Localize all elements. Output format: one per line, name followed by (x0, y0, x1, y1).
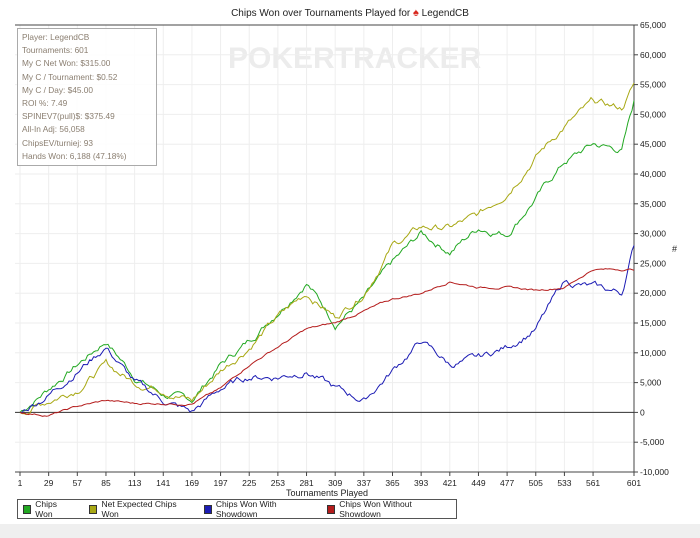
series-line-chips-won (19, 100, 635, 413)
legend-label: Chips Won With Showdown (215, 499, 277, 519)
legend-item-net-expected[interactable]: Net Expected Chips Won (89, 499, 186, 519)
legend-swatch (23, 504, 32, 514)
y-tick-label: -5,000 (640, 437, 664, 447)
stat-player: Player: LegendCB (22, 32, 90, 42)
y-tick-label: 65,000 (640, 20, 666, 30)
x-tick-label: 1 (18, 478, 23, 488)
chart-title-text: Chips Won over Tournaments Played for (231, 8, 411, 19)
x-tick-label: 421 (443, 478, 457, 488)
x-tick-label: 197 (213, 478, 227, 488)
x-tick-label: 141 (156, 478, 170, 488)
series-line-chips-won-without-showdown (19, 268, 635, 417)
x-tick-label: 225 (242, 478, 256, 488)
series-line-net-expected-chips-won (19, 82, 635, 416)
stats-box: Player: LegendCB Tournaments: 601 My C N… (17, 28, 157, 167)
player-name: LegendCB (421, 8, 469, 19)
x-tick-label: 281 (299, 478, 313, 488)
x-tick-label: 393 (414, 478, 428, 488)
legend-item-chips-won[interactable]: Chips Won (23, 499, 72, 519)
x-tick-label: 85 (101, 478, 111, 488)
chart-title: Chips Won over Tournaments Played for ♠ … (0, 7, 700, 19)
y-tick-label: 5,000 (640, 378, 662, 388)
x-tick-label: 365 (385, 478, 399, 488)
x-tick-label: 253 (271, 478, 285, 488)
x-tick-label: 601 (627, 478, 641, 488)
y-tick-label: -10,000 (640, 467, 669, 477)
stat-net-won: My C Net Won: $315.00 (22, 58, 111, 69)
legend-item-without-showdown[interactable]: Chips Won Without Showdown (326, 499, 444, 519)
y-tick-label: 40,000 (640, 169, 666, 179)
x-tick-label: 477 (500, 478, 514, 488)
stat-allin-adj: All-In Adj: 56,058 (22, 124, 85, 135)
x-tick-label: 57 (73, 478, 83, 488)
stat-hands-won: Hands Won: 6,188 (47.18%) (22, 150, 127, 161)
y-tick-label: 60,000 (640, 50, 666, 60)
x-tick-label: 533 (557, 478, 571, 488)
series-line-chips-won-with-showdown (19, 245, 635, 414)
x-tick-label: 337 (357, 478, 371, 488)
right-axis-label: # (672, 244, 678, 254)
x-tick-label: 505 (529, 478, 543, 488)
x-tick-label: 169 (185, 478, 199, 488)
legend-label: Chips Won (35, 499, 57, 519)
watermark-logo: POKERTRACKER (228, 42, 482, 75)
stat-per-tournament: My C / Tournament: $0.52 (22, 71, 118, 82)
y-tick-label: 20,000 (640, 288, 666, 298)
stat-tournaments: Tournaments: 601 (22, 45, 89, 56)
y-tick-label: 10,000 (640, 348, 666, 358)
y-tick-label: 45,000 (640, 139, 666, 149)
stat-chipsev: ChipsEV/turniej: 93 (22, 137, 94, 148)
y-tick-label: 25,000 (640, 258, 666, 268)
y-tick-label: 0 (640, 407, 645, 417)
legend-item-with-showdown[interactable]: Chips Won With Showdown (203, 499, 310, 519)
x-tick-label: 113 (128, 478, 142, 488)
stat-spinev: SPINEV7(pull)$: $375.49 (22, 111, 115, 122)
legend-swatch (89, 504, 98, 514)
y-tick-label: 35,000 (640, 199, 666, 209)
legend-swatch (203, 504, 212, 514)
y-tick-label: 30,000 (640, 229, 666, 239)
x-axis-label: Tournaments Played (286, 488, 368, 498)
x-tick-label: 561 (586, 478, 600, 488)
x-tick-label: 449 (471, 478, 485, 488)
x-tick-label: 309 (328, 478, 342, 488)
stat-per-day: My C / Day: $45.00 (22, 84, 94, 95)
y-tick-label: 15,000 (640, 318, 666, 328)
x-tick-label: 29 (44, 478, 54, 488)
legend-label: Chips Won Without Showdown (339, 499, 412, 519)
y-tick-label: 55,000 (640, 80, 666, 90)
stat-roi: ROI %: 7.49 (22, 98, 68, 109)
spade-icon: ♠ (413, 7, 419, 19)
legend-swatch (326, 504, 336, 514)
legend: Chips Won Net Expected Chips Won Chips W… (17, 499, 457, 519)
legend-label: Net Expected Chips Won (101, 499, 177, 519)
footer-bar (0, 524, 700, 538)
y-tick-label: 50,000 (640, 109, 666, 119)
